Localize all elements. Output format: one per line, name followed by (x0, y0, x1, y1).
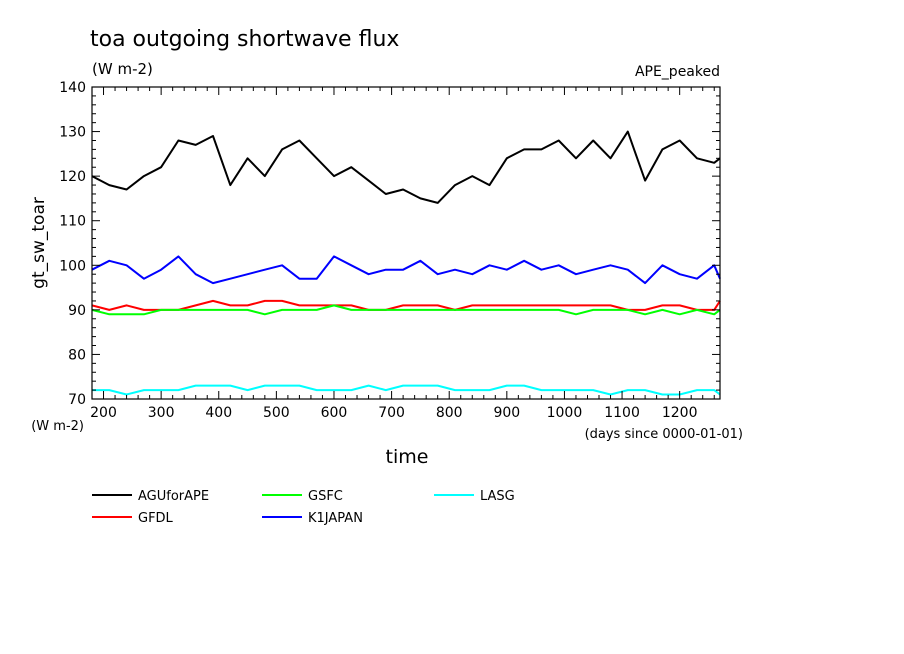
series-line-1 (91, 299, 721, 311)
legend-label: AGUforAPE (138, 489, 209, 504)
y-axis-label: gt_sw_toar (29, 197, 49, 289)
x-axis-label: time (386, 446, 429, 468)
legend-label: LASG (480, 489, 515, 504)
chart-title: toa outgoing shortwave flux (90, 27, 399, 52)
legend-item: GFDL (92, 511, 174, 526)
series-line-2 (91, 304, 721, 316)
x-tick-label: 1200 (662, 405, 698, 421)
legend-label: GFDL (138, 511, 174, 526)
legend-item: GSFC (262, 489, 343, 504)
axis-ticks: 200 300 400 500 600 700 800 900 1000 1100 1200 70 80… (59, 80, 720, 421)
x-tick-label: 900 (493, 405, 520, 421)
x-tick-label: 1000 (547, 405, 583, 421)
legend-label: GSFC (308, 489, 343, 504)
series-line-0 (91, 130, 721, 204)
legend-item: K1JAPAN (262, 511, 363, 526)
y-tick-label: 130 (59, 125, 86, 141)
x-tick-label: 800 (436, 405, 463, 421)
y-tick-label: 140 (59, 80, 86, 96)
x-tick-label: 1100 (604, 405, 640, 421)
experiment-tag: APE_peaked (635, 64, 720, 80)
y-tick-label: 80 (68, 347, 86, 363)
x-tick-label: 700 (378, 405, 405, 421)
y-tick-label: 110 (59, 214, 86, 230)
y-tick-label: 90 (68, 303, 86, 319)
chart-subtitle: (W m-2) (92, 60, 153, 78)
y-unit: (W m-2) (31, 419, 84, 434)
x-tick-label: 200 (90, 405, 117, 421)
plot-lines (91, 130, 721, 396)
x-tick-label: 300 (148, 405, 175, 421)
x-tick-label: 500 (263, 405, 290, 421)
x-tick-label: 400 (205, 405, 232, 421)
y-tick-label: 120 (59, 169, 86, 185)
legend-label: K1JAPAN (308, 511, 363, 526)
y-tick-label: 100 (59, 258, 86, 274)
x-unit: (days since 0000-01-01) (585, 427, 743, 442)
series-line-3 (91, 255, 721, 285)
plot-frame (91, 86, 721, 400)
series-line-4 (92, 384, 721, 396)
x-tick-label: 600 (321, 405, 348, 421)
legend: AGUforAPE GFDL GSFC K1JAPAN LASG (92, 489, 515, 526)
legend-item: AGUforAPE (92, 489, 209, 504)
legend-item: LASG (434, 489, 515, 504)
y-tick-label: 70 (68, 392, 86, 408)
